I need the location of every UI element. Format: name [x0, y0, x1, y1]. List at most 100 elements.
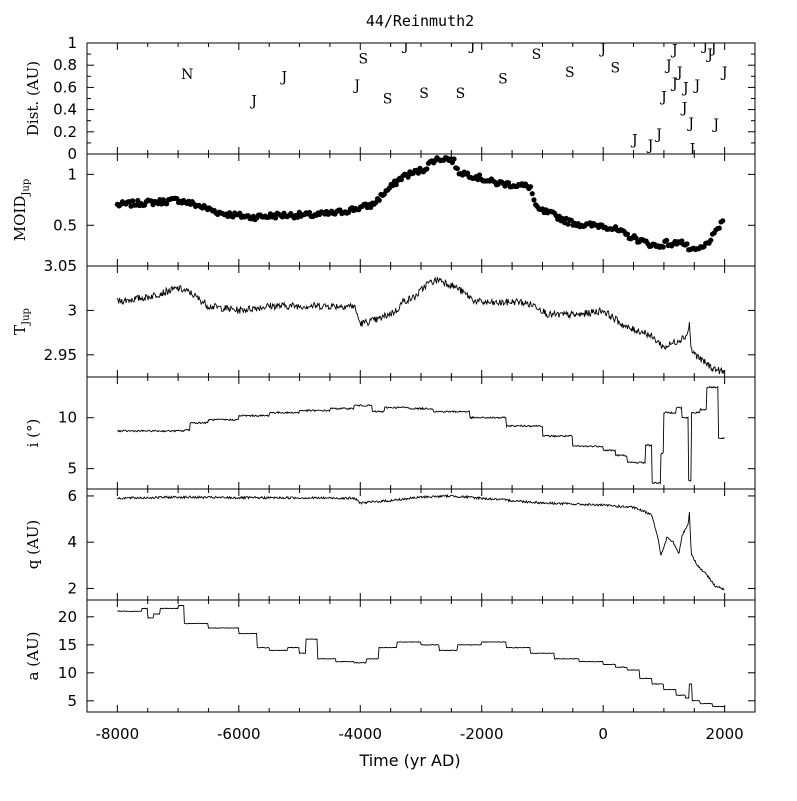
encounter-marker: S	[456, 86, 466, 102]
moid-point	[306, 209, 313, 216]
moid-point	[505, 180, 512, 186]
moid-point	[398, 176, 404, 183]
moid-point	[716, 225, 722, 231]
y-tick-label: 0.8	[53, 56, 77, 74]
panel-semimajor-axis: 5 10 15 20 a (AU)	[24, 599, 756, 713]
moid-point	[633, 235, 639, 241]
moid-point	[708, 237, 714, 243]
y-tick-label: 2	[67, 579, 77, 597]
encounter-marker: J	[249, 94, 257, 110]
panel-frame	[86, 488, 756, 601]
panel-frame	[86, 599, 756, 713]
moid-point	[451, 156, 457, 162]
encounter-marker: J	[688, 141, 696, 157]
x-tick-label: 2000	[706, 725, 744, 743]
moid-point	[624, 231, 631, 237]
moid-point	[454, 165, 461, 172]
panel-frame	[86, 376, 756, 490]
moid-point	[164, 201, 170, 207]
encounter-marker: J	[700, 38, 708, 54]
series-line	[117, 604, 725, 708]
encounter-marker: J	[659, 89, 667, 105]
encounter-marker: J	[681, 80, 689, 96]
encounter-marker: S	[611, 60, 621, 76]
encounter-marker: J	[654, 127, 662, 143]
encounter-marker: S	[565, 65, 575, 81]
encounter-marker: J	[692, 78, 700, 94]
encounter-marker: J	[670, 76, 678, 92]
y-axis-label: TJup	[11, 308, 32, 335]
y-tick-label: 1	[67, 165, 77, 183]
panel-perihelion: 2 4 6 q (AU)	[24, 487, 756, 601]
y-tick-label: 15	[58, 636, 77, 654]
y-axis-label: a (AU)	[24, 632, 42, 681]
moid-point	[568, 217, 574, 223]
encounter-marker: N	[181, 67, 193, 83]
moid-point	[368, 204, 374, 211]
encounter-marker: J	[680, 100, 688, 116]
y-tick-label: 10	[58, 664, 77, 682]
encounter-marker: J	[720, 65, 728, 81]
y-tick-label: 0.6	[53, 78, 77, 96]
y-tick-label: 0.4	[53, 101, 77, 119]
encounter-marker: J	[401, 38, 409, 54]
panel-plot-area	[117, 385, 725, 485]
series-line	[117, 385, 725, 485]
y-tick-label: 20	[58, 608, 77, 626]
moid-point	[135, 197, 141, 204]
panel-Tisserand: 2.95 3 3.05 TJup	[11, 257, 756, 378]
encounter-marker: J	[598, 42, 606, 58]
series-line	[116, 276, 725, 375]
panel-plot-area	[114, 155, 726, 253]
x-tick-label: -2000	[460, 725, 504, 743]
chart-title: 44/Reinmuth2	[366, 12, 474, 30]
encounter-marker: J	[352, 78, 360, 94]
panel-plot-area	[117, 604, 725, 708]
y-tick-label: 1	[67, 34, 77, 52]
x-axis-label: Time (yr AD)	[358, 751, 460, 770]
panel-plot-area	[116, 276, 725, 375]
moid-point	[424, 166, 430, 172]
panel-MOID: 0.5 1 MOIDJup	[11, 153, 756, 267]
y-axis-label: Dist. (AU)	[24, 61, 42, 136]
y-tick-label: 2.95	[44, 346, 77, 364]
encounter-marker: J	[675, 65, 683, 81]
moid-point	[237, 210, 243, 216]
moid-point	[527, 184, 534, 190]
x-tick-label: -4000	[338, 725, 382, 743]
encounter-marker: J	[280, 69, 288, 85]
moid-point	[663, 237, 670, 243]
encounter-marker: J	[705, 47, 713, 63]
y-tick-label: 0.2	[53, 123, 77, 141]
encounter-marker: J	[646, 138, 654, 154]
y-tick-label: 6	[67, 487, 77, 505]
y-axis-label-subscript: Jup	[21, 308, 32, 326]
moid-point	[684, 241, 690, 247]
moid-point	[393, 182, 399, 188]
panel-frame	[86, 265, 756, 378]
y-tick-label: 3	[67, 301, 77, 319]
moid-point	[376, 197, 382, 203]
y-axis-label: MOIDJup	[11, 179, 32, 241]
y-tick-label: 10	[58, 409, 77, 427]
y-axis-label: i (°)	[24, 419, 42, 448]
moid-point	[529, 191, 535, 197]
encounter-marker: S	[359, 52, 369, 68]
moid-point	[531, 197, 537, 203]
encounter-marker: J	[630, 133, 638, 149]
moid-point	[565, 221, 571, 227]
panel-inclination: 5 10 i (°)	[24, 376, 756, 490]
y-tick-label: 4	[67, 533, 77, 551]
moid-point	[272, 215, 279, 221]
encounter-marker: S	[498, 72, 508, 88]
encounter-marker: J	[686, 116, 694, 132]
y-tick-label: 0.5	[53, 216, 77, 234]
y-axis-label: q (AU)	[24, 520, 42, 570]
y-tick-label: 0	[67, 145, 77, 163]
y-tick-label: 5	[67, 460, 77, 478]
series-line	[117, 494, 725, 591]
